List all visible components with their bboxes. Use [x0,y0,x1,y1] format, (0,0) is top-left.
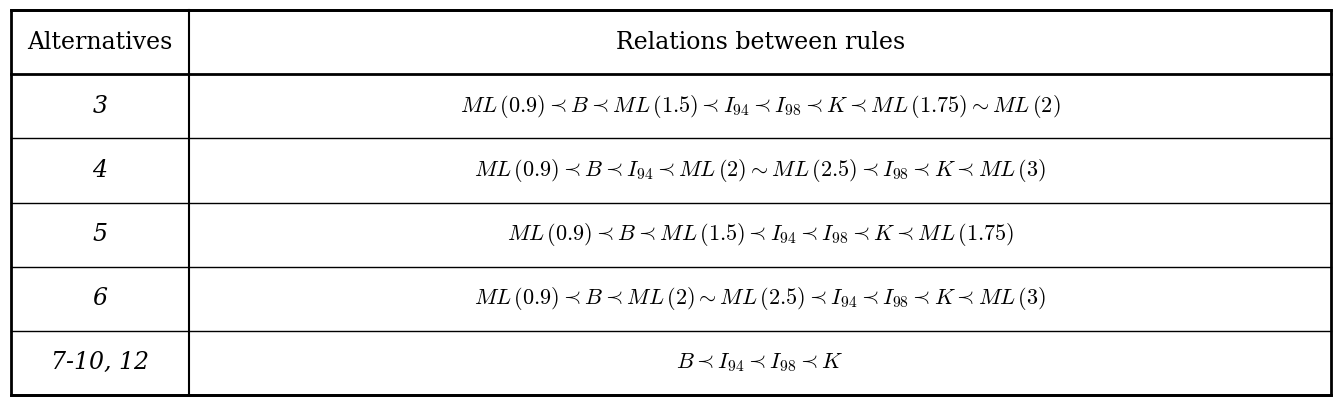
Text: Relations between rules: Relations between rules [616,31,905,54]
Text: 6: 6 [93,287,107,310]
Text: $ML\,(0.9) \prec B \prec I_{94} \prec ML\,(2) \sim ML\,(2.5) \prec I_{98} \prec : $ML\,(0.9) \prec B \prec I_{94} \prec ML… [474,157,1047,184]
Text: 4: 4 [93,159,107,182]
Text: $B \prec I_{94} \prec I_{98} \prec K$: $B \prec I_{94} \prec I_{98} \prec K$ [676,352,844,374]
Text: 3: 3 [93,95,107,118]
Text: $ML\,(0.9) \prec B \prec ML\,(1.5) \prec I_{94} \prec I_{98} \prec K \prec ML\,(: $ML\,(0.9) \prec B \prec ML\,(1.5) \prec… [506,221,1013,248]
Text: 7-10, 12: 7-10, 12 [51,351,149,374]
Text: $ML\,(0.9) \prec B \prec ML\,(1.5) \prec I_{94} \prec I_{98} \prec K \prec ML\,(: $ML\,(0.9) \prec B \prec ML\,(1.5) \prec… [460,93,1060,120]
Text: $ML\,(0.9) \prec B \prec ML\,(2) \sim ML\,(2.5) \prec I_{94} \prec I_{98} \prec : $ML\,(0.9) \prec B \prec ML\,(2) \sim ML… [474,285,1047,312]
Text: 5: 5 [93,223,107,246]
Text: Alternatives: Alternatives [27,31,173,54]
